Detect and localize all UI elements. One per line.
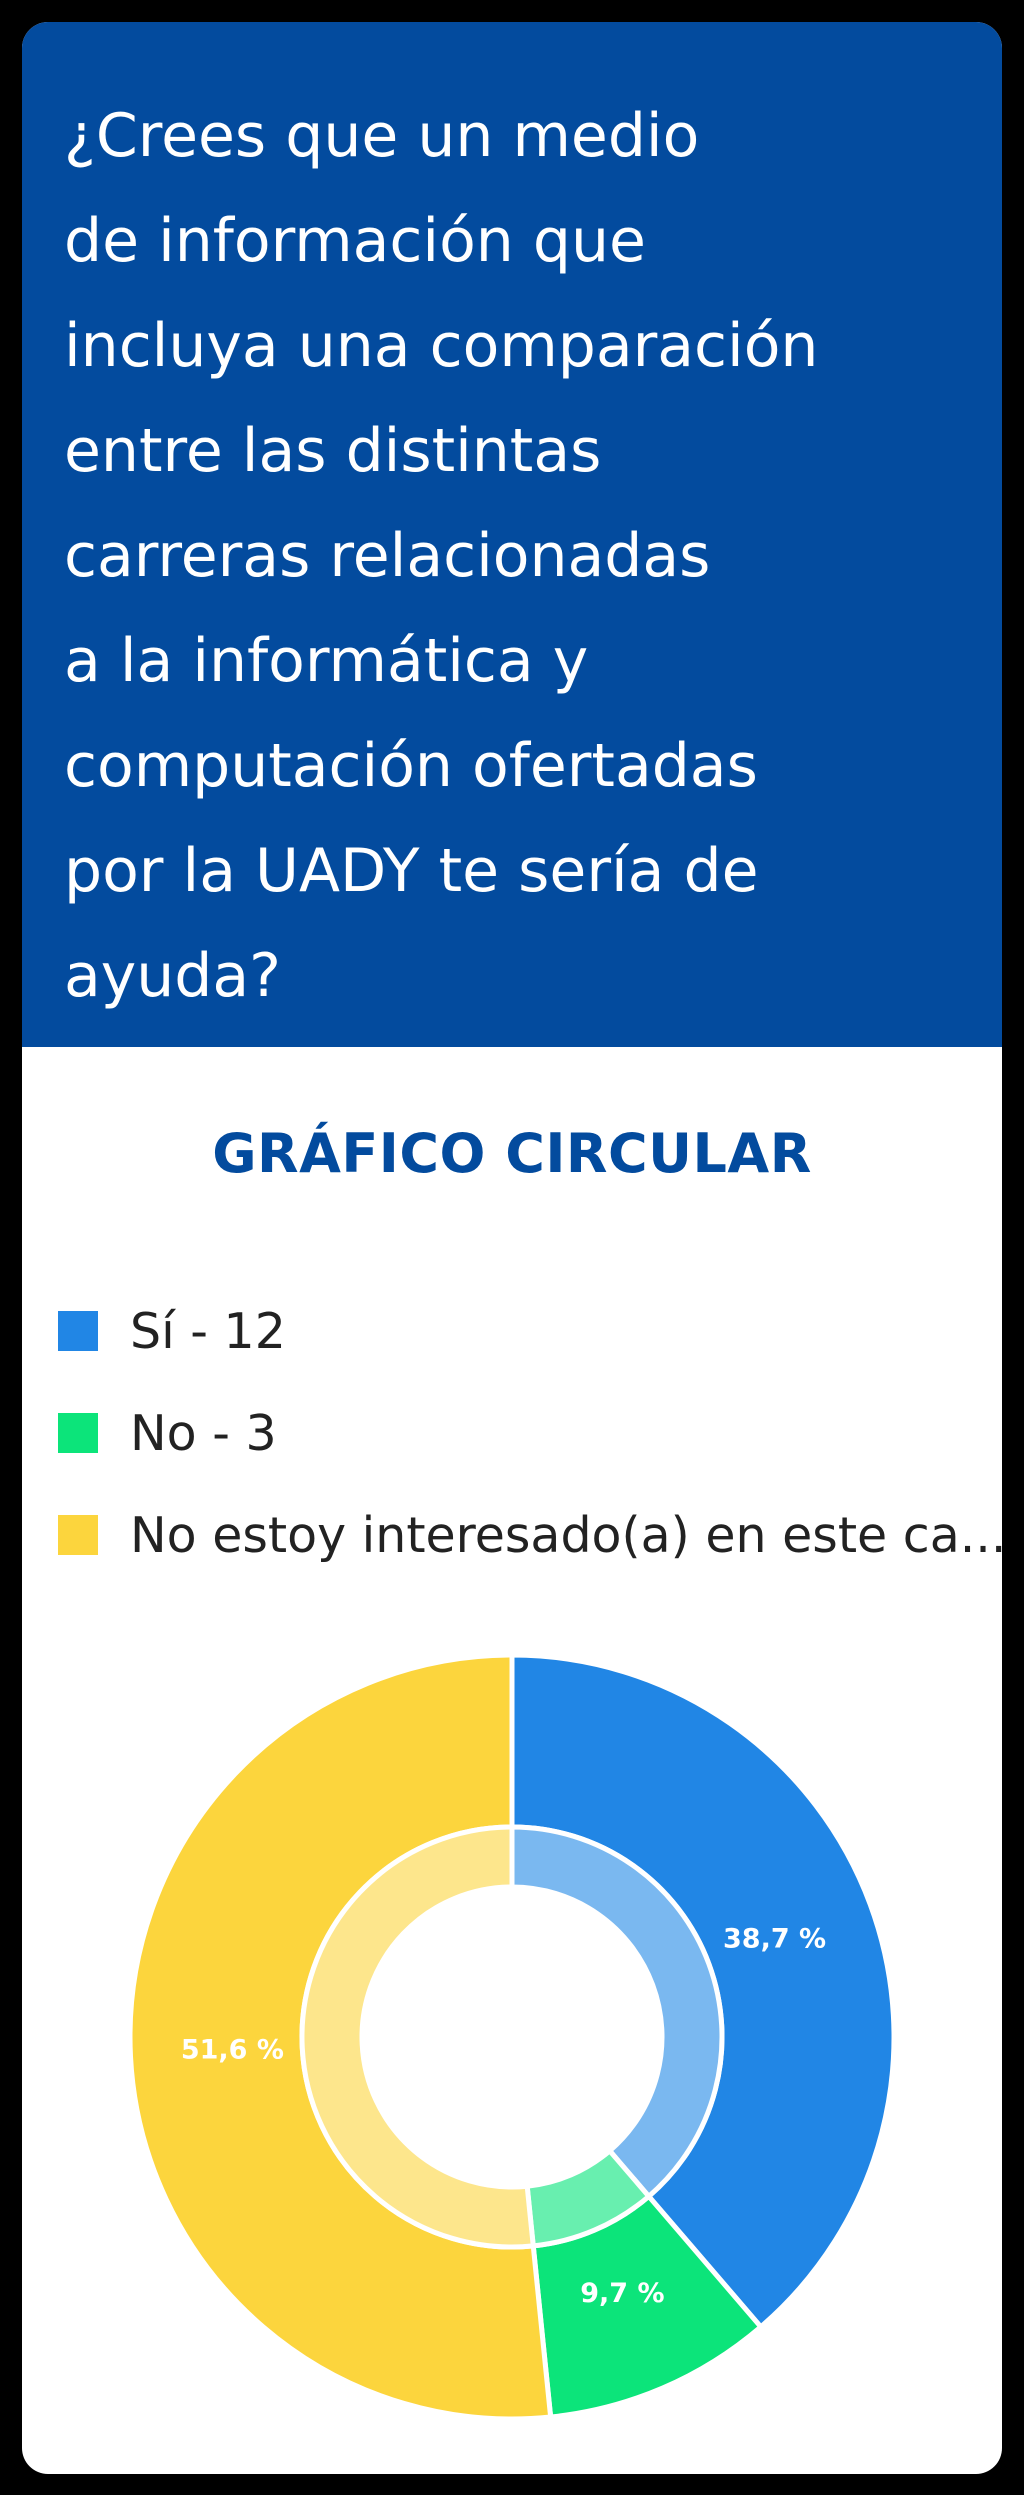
legend-item-si[interactable]: Sí - 12	[58, 1302, 978, 1360]
question-text: ¿Crees que un medio de información que i…	[64, 101, 819, 1011]
legend-label-no: No - 3	[130, 1404, 277, 1462]
chart-card: ¿Crees que un medio de información que i…	[22, 22, 1002, 2474]
pie-label-si: 38,7 %	[723, 1923, 826, 1954]
legend-swatch-not-interested	[58, 1515, 98, 1555]
legend-item-no[interactable]: No - 3	[58, 1404, 978, 1462]
chart-legend: Sí - 12 No - 3 No estoy interesado(a) en…	[58, 1302, 1002, 1608]
legend-label-si: Sí - 12	[130, 1302, 286, 1360]
donut-hole	[362, 1887, 662, 2187]
chart-title: GRÁFICO CIRCULAR	[212, 1122, 812, 1185]
legend-swatch-si	[58, 1311, 98, 1351]
legend-label-not-interested: No estoy interesado(a) en este ca...	[130, 1506, 1002, 1564]
pie-label-no: 9,7 %	[580, 2278, 664, 2309]
legend-item-not-interested[interactable]: No estoy interesado(a) en este ca...	[58, 1506, 1002, 1564]
question-banner: ¿Crees que un medio de información que i…	[22, 22, 1002, 1047]
donut-chart: 38,7 % 9,7 % 51,6 %	[127, 1652, 897, 2422]
legend-swatch-no	[58, 1413, 98, 1453]
pie-label-no-estoy-interesado-a-en-este-ca: 51,6 %	[181, 2035, 284, 2066]
